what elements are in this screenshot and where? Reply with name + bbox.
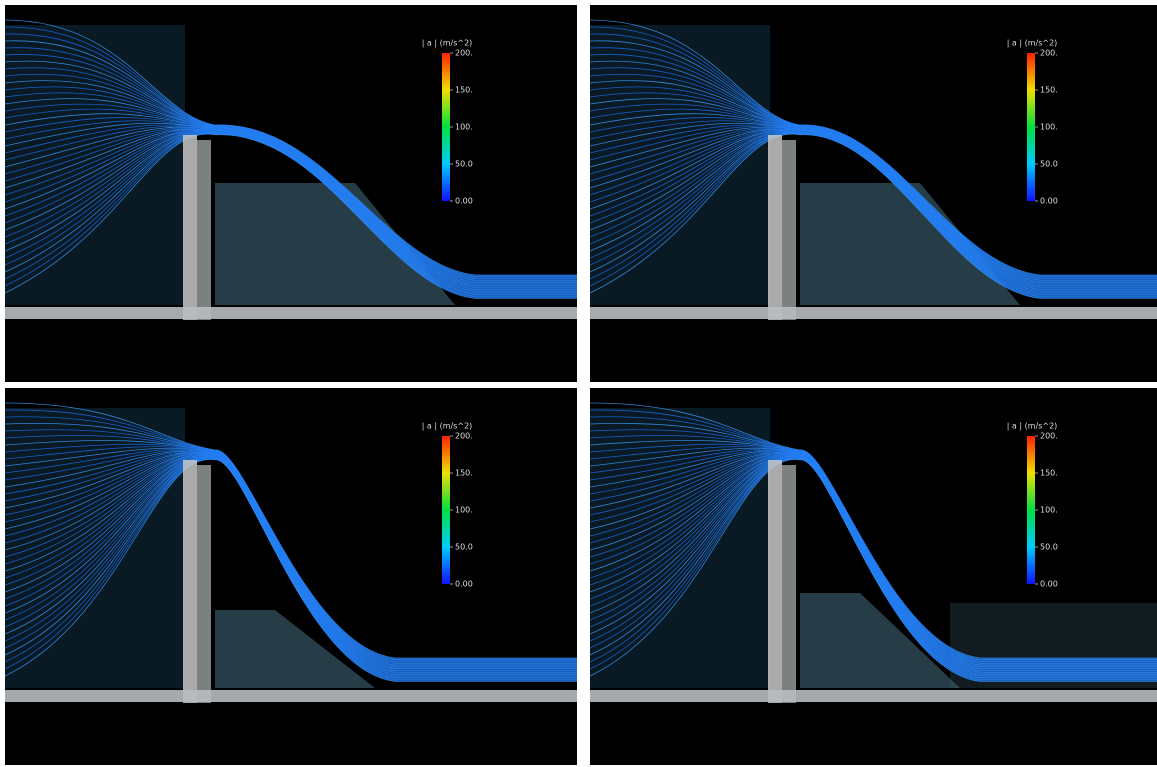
- colorbar-title: | a | (m/s^2): [1007, 39, 1058, 48]
- water-right: [800, 183, 1020, 305]
- colorbar-tick-label: 200.: [1040, 432, 1058, 441]
- colorbar-tick-label: 200.: [455, 432, 473, 441]
- colorbar-tick-label: 100.: [1040, 123, 1058, 132]
- colorbar-tick-label: 150.: [1040, 86, 1058, 95]
- gate: [183, 135, 197, 320]
- panel: | a | (m/s^2)200. 150. 100. 50.0 0.00: [590, 388, 1157, 765]
- colorbar-tick-label: 150.: [455, 86, 473, 95]
- colorbar-tick-label: 50.0: [1040, 160, 1058, 169]
- floor: [5, 690, 577, 702]
- render: | a | (m/s^2)200. 150. 100. 50.0 0.00: [590, 5, 1157, 382]
- colorbar: [442, 436, 450, 584]
- colorbar: [1027, 436, 1035, 584]
- colorbar-tick-label: 50.0: [455, 160, 473, 169]
- gate-side: [197, 140, 211, 320]
- colorbar-tick-label: 0.00: [1040, 580, 1058, 589]
- render: | a | (m/s^2)200. 150. 100. 50.0 0.00: [5, 5, 577, 382]
- gate: [768, 460, 782, 703]
- colorbar-tick-label: 100.: [455, 506, 473, 515]
- render: | a | (m/s^2)200. 150. 100. 50.0 0.00: [590, 388, 1157, 765]
- render: | a | (m/s^2)200. 150. 100. 50.0 0.00: [5, 388, 577, 765]
- floor: [590, 690, 1157, 702]
- panel: | a | (m/s^2)200. 150. 100. 50.0 0.00: [5, 388, 577, 765]
- water-left: [5, 25, 185, 305]
- page: | a | (m/s^2)200.150.100.50.00.00 | a | …: [0, 0, 1157, 767]
- water-left: [590, 25, 770, 305]
- colorbar-tick-label: 150.: [455, 469, 473, 478]
- gate-side: [782, 140, 796, 320]
- gate-side: [197, 465, 211, 703]
- panel: | a | (m/s^2)200. 150. 100. 50.0 0.00: [590, 5, 1157, 382]
- gate-side: [782, 465, 796, 703]
- gate: [183, 460, 197, 703]
- colorbar: [442, 53, 450, 201]
- colorbar-tick-label: 0.00: [455, 580, 473, 589]
- colorbar-title: | a | (m/s^2): [422, 39, 473, 48]
- colorbar-tick-label: 200.: [455, 49, 473, 58]
- colorbar-tick-label: 0.00: [1040, 197, 1058, 206]
- colorbar-title: | a | (m/s^2): [422, 422, 473, 431]
- floor: [5, 307, 577, 319]
- floor: [590, 307, 1157, 319]
- water-right: [215, 183, 455, 305]
- colorbar-tick-label: 200.: [1040, 49, 1058, 58]
- colorbar: [1027, 53, 1035, 201]
- colorbar-tick-label: 0.00: [455, 197, 473, 206]
- colorbar-tick-label: 50.0: [1040, 543, 1058, 552]
- colorbar-title: | a | (m/s^2): [1007, 422, 1058, 431]
- gate: [768, 135, 782, 320]
- colorbar-tick-label: 50.0: [455, 543, 473, 552]
- colorbar-tick-label: 100.: [1040, 506, 1058, 515]
- colorbar-tick-label: 100.: [455, 123, 473, 132]
- panel: | a | (m/s^2)200. 150. 100. 50.0 0.00: [5, 5, 577, 382]
- colorbar-tick-label: 150.: [1040, 469, 1058, 478]
